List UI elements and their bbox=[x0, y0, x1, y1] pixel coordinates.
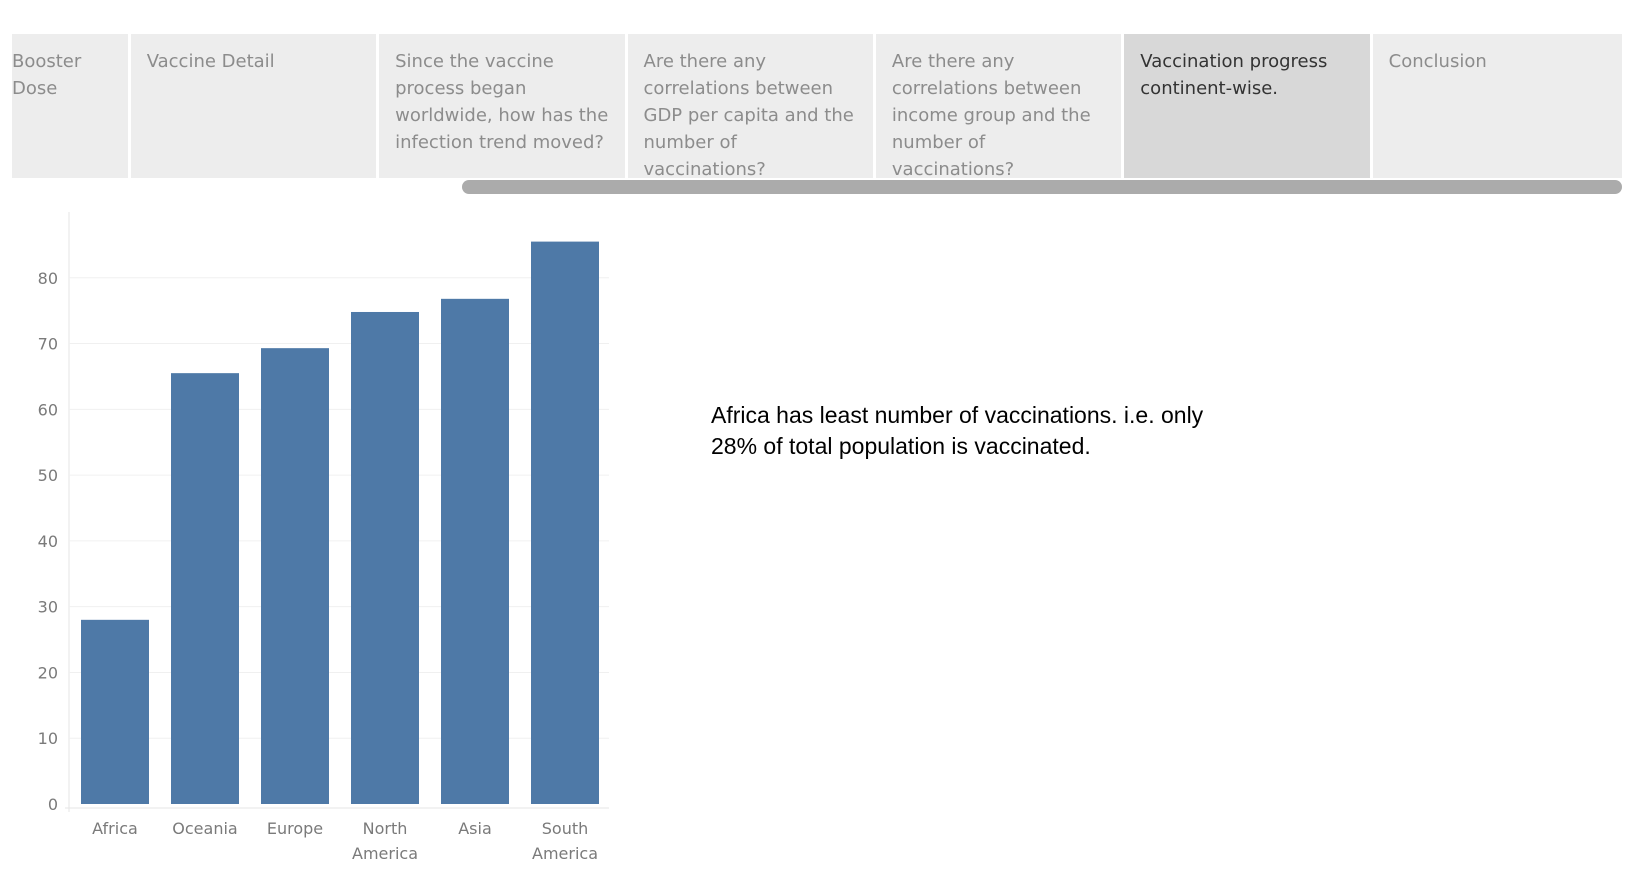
tab-gdp-correlation[interactable]: Are there any correlations between GDP p… bbox=[627, 34, 873, 178]
annotation-line-2: 28% of total population is vaccinated. bbox=[711, 433, 1091, 459]
bar-africa[interactable] bbox=[81, 619, 149, 804]
y-tick-label: 0 bbox=[48, 795, 58, 814]
y-tick-label: 10 bbox=[38, 729, 58, 748]
vaccination-bar-chart: 0 10 20 30 40 50 60 70 80 Africa Oceania Europe Nor… bbox=[38, 212, 609, 863]
tab-conclusion[interactable]: Conclusion bbox=[1372, 34, 1623, 178]
x-tick-label: North America bbox=[352, 819, 418, 863]
x-tick-label: Africa bbox=[92, 819, 138, 838]
bar-south-america[interactable] bbox=[531, 241, 599, 805]
x-tick-label: Oceania bbox=[172, 819, 237, 838]
tab-booster-dose[interactable]: Booster Dose bbox=[12, 34, 128, 178]
bar-asia[interactable] bbox=[441, 298, 509, 804]
bar-north-america[interactable] bbox=[351, 311, 419, 804]
tab-infection-trend[interactable]: Since the vaccine process began worldwid… bbox=[379, 34, 625, 178]
x-tick-label: Europe bbox=[267, 819, 323, 838]
y-tick-label: 30 bbox=[38, 598, 58, 617]
x-tick-label: Asia bbox=[458, 819, 492, 838]
y-tick-label: 70 bbox=[38, 335, 58, 354]
y-tick-label: 80 bbox=[38, 269, 58, 288]
y-tick-label: 50 bbox=[38, 466, 58, 485]
tabs-scrollbar[interactable] bbox=[462, 180, 1622, 194]
bar-europe[interactable] bbox=[261, 348, 329, 804]
x-tick-label: South America bbox=[532, 819, 598, 863]
story-navigation: Booster Dose Vaccine Detail Since the va… bbox=[12, 34, 1623, 178]
y-tick-label: 40 bbox=[38, 532, 58, 551]
y-tick-label: 20 bbox=[38, 663, 58, 682]
y-tick-label: 60 bbox=[38, 400, 58, 419]
chart-annotation: Africa has least number of vaccinations.… bbox=[711, 400, 1271, 462]
annotation-line-1: Africa has least number of vaccinations.… bbox=[711, 402, 1204, 428]
tab-continent-progress[interactable]: Vaccination progress continent-wise. bbox=[1124, 34, 1370, 178]
tab-vaccine-detail[interactable]: Vaccine Detail bbox=[130, 34, 377, 178]
bar-oceania[interactable] bbox=[171, 373, 239, 804]
tab-income-correlation[interactable]: Are there any correlations between incom… bbox=[875, 34, 1122, 178]
